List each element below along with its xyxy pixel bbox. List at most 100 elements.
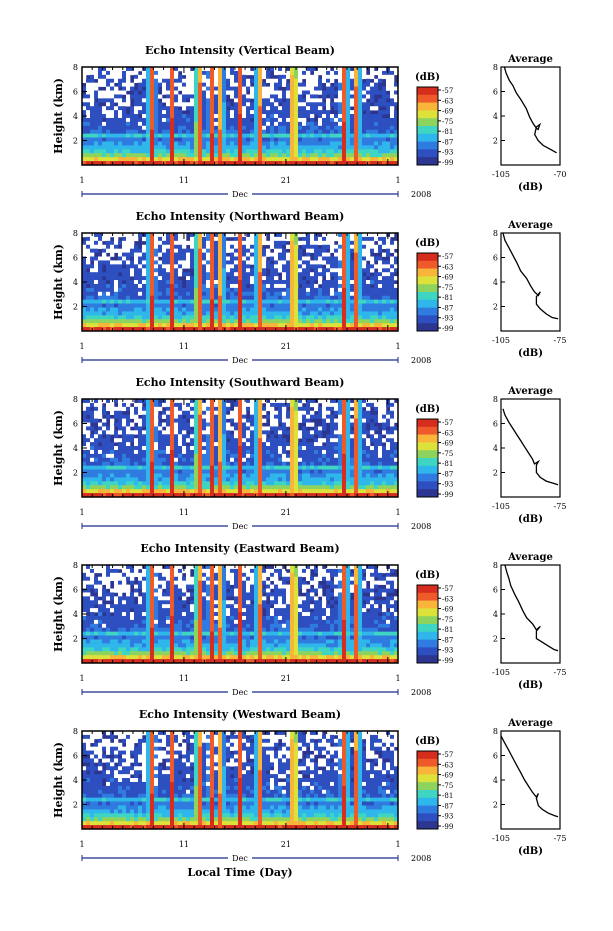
heatmap-cell: [146, 399, 151, 404]
heatmap-cell: [206, 268, 211, 273]
heatmap-cell: [274, 121, 279, 127]
heatmap-cell: [386, 125, 391, 131]
heatmap-cell: [302, 272, 307, 277]
heatmap-cell: [394, 303, 399, 308]
heatmap-cell: [306, 90, 311, 95]
heatmap-cell: [238, 406, 243, 412]
heatmap-cell: [246, 268, 251, 273]
heatmap-cell: [238, 438, 243, 443]
heatmap-cell: [102, 145, 107, 150]
heatmap-cell: [266, 307, 271, 312]
heatmap-cell: [150, 481, 155, 486]
heatmap-cell: [126, 426, 131, 431]
heatmap-cell: [202, 86, 207, 91]
heatmap-cell: [138, 248, 143, 253]
heatmap-cell: [302, 315, 307, 320]
heatmap-cell: [202, 90, 207, 95]
heatmap-cell: [298, 125, 303, 131]
heatmap-cell: [346, 110, 351, 115]
heatmap-cell: [106, 260, 111, 265]
heatmap-cell: [162, 90, 167, 95]
heatmap-cell: [266, 114, 271, 119]
heatmap-cell: [310, 272, 315, 277]
heatmap-cell: [338, 268, 343, 273]
heatmap-cell: [306, 307, 311, 312]
heatmap-cell: [122, 240, 127, 246]
heatmap-cell: [206, 149, 211, 154]
heatmap-cell: [150, 67, 155, 72]
heatmap-cell: [182, 295, 187, 300]
heatmap-cell: [206, 446, 211, 451]
heatmap-cell: [242, 141, 247, 146]
heatmap-cell: [82, 110, 87, 115]
heatmap-cell: [126, 268, 131, 273]
heatmap-cell: [346, 157, 351, 162]
heatmap-cell: [106, 82, 111, 87]
heatmap-cell: [138, 457, 143, 463]
heatmap-cell: [158, 465, 163, 470]
heatmap-cell: [242, 319, 247, 324]
heatmap-cell: [370, 244, 375, 249]
heatmap-cell: [342, 276, 347, 281]
heatmap-cell: [358, 240, 363, 246]
heatmap-cell: [190, 410, 195, 415]
heatmap-cell: [242, 438, 247, 443]
heatmap-cell: [206, 291, 211, 297]
heatmap-cell: [82, 469, 87, 474]
heatmap-cell: [86, 244, 91, 249]
heatmap-cell: [278, 82, 283, 87]
heatmap-cell: [246, 102, 251, 107]
heatmap-cell: [106, 402, 111, 408]
heatmap-cell: [282, 125, 287, 131]
heatmap-cell: [118, 106, 123, 111]
heatmap-cell: [390, 248, 395, 253]
heatmap-cell: [210, 114, 215, 119]
heatmap-cell: [170, 133, 175, 138]
heatmap-cell: [274, 291, 279, 297]
heatmap-cell: [166, 78, 171, 83]
heatmap-cell: [106, 157, 111, 162]
heatmap-cell: [374, 327, 379, 332]
heatmap-cell: [354, 248, 359, 253]
heatmap-cell: [190, 240, 195, 246]
heatmap-cell: [174, 315, 179, 320]
heatmap-cell: [86, 98, 91, 103]
heatmap-cell: [170, 125, 175, 131]
heatmap-cell: [126, 434, 131, 439]
heatmap-cell: [262, 70, 267, 76]
heatmap-cell: [158, 102, 163, 107]
heatmap-cell: [250, 110, 255, 115]
heatmap-cell: [94, 256, 99, 261]
heatmap-cell: [202, 418, 207, 423]
heatmap-cell: [186, 291, 191, 297]
heatmap-cell: [130, 110, 135, 115]
heatmap-cell: [222, 236, 227, 242]
heatmap-cell: [242, 410, 247, 415]
heatmap-cell: [150, 240, 155, 246]
heatmap-cell: [166, 327, 171, 332]
heatmap-cell: [162, 133, 167, 138]
heatmap-cell: [162, 276, 167, 281]
heatmap-cell: [174, 434, 179, 439]
heatmap-cell: [126, 477, 131, 482]
heatmap-cell: [322, 94, 327, 99]
heatmap-cell: [162, 485, 167, 490]
heatmap-cell: [178, 141, 183, 146]
heatmap-cell: [198, 461, 203, 466]
heatmap-cell: [106, 240, 111, 246]
heatmap-cell: [186, 137, 191, 142]
heatmap-cell: [110, 125, 115, 131]
heatmap-cell: [182, 102, 187, 107]
heatmap-cell: [198, 236, 203, 242]
heatmap-cell: [294, 110, 299, 115]
heatmap-cell: [98, 422, 103, 427]
heatmap-cell: [334, 272, 339, 277]
heatmap-cell: [242, 477, 247, 482]
profile-y-tick-label: 4: [493, 278, 498, 287]
heatmap-cell: [366, 121, 371, 127]
heatmap-cell: [130, 489, 135, 494]
heatmap-cell: [230, 70, 235, 76]
heatmap-cell: [130, 145, 135, 150]
heatmap-cell: [170, 70, 175, 76]
heatmap-cell: [210, 67, 215, 72]
